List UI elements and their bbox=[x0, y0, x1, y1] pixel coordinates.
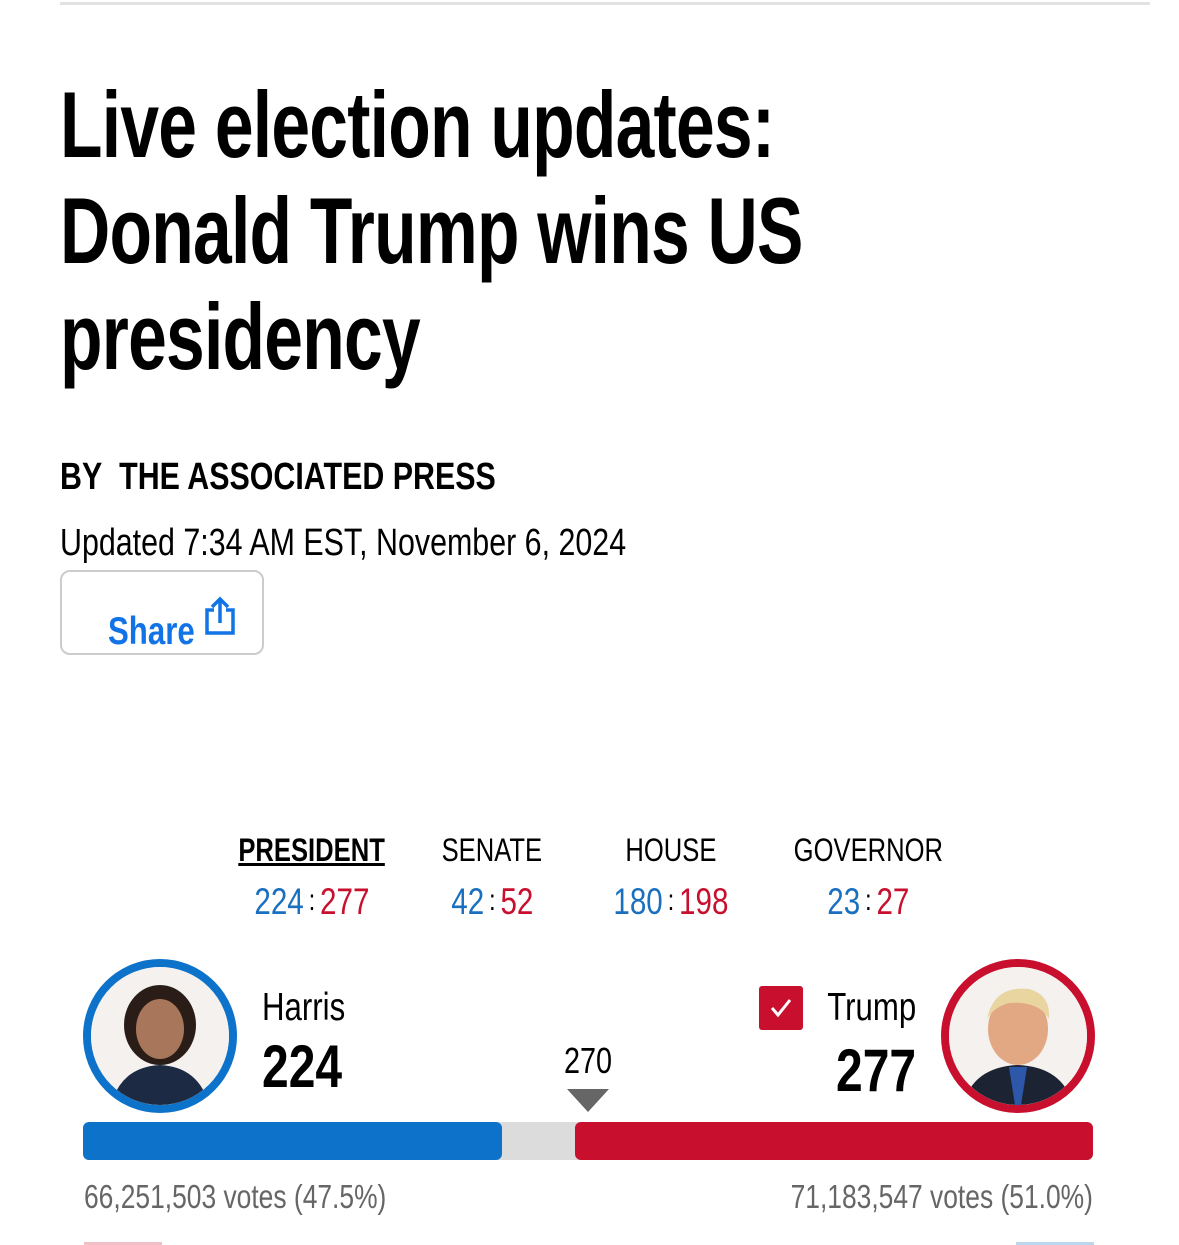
dem-score: 224 bbox=[254, 881, 304, 922]
candidate-photo bbox=[941, 959, 1095, 1113]
popular-votes: 66,251,503 votes (47.5%) bbox=[84, 1178, 462, 1216]
popular-votes-text: 71,183,547 votes (51.0%) bbox=[790, 1178, 1093, 1215]
race-score-inner: 23:27 bbox=[827, 881, 909, 923]
dem-score: 23 bbox=[826, 881, 860, 922]
dem-score: 180 bbox=[613, 881, 663, 922]
race-score-inner: 180:198 bbox=[613, 881, 728, 923]
winner-check bbox=[759, 986, 803, 1030]
colon: : bbox=[864, 884, 872, 917]
electoral-votes: 277 bbox=[816, 1036, 916, 1105]
popular-votes: 71,183,547 votes (51.0%) bbox=[715, 1178, 1093, 1216]
dem-score: 42 bbox=[450, 881, 484, 922]
electoral-votes-text: 224 bbox=[262, 1033, 343, 1100]
race-tab[interactable]: HOUSE 180:198 bbox=[571, 832, 771, 923]
candidate-name-text: Trump bbox=[827, 986, 916, 1029]
popular-votes-text: 66,251,503 votes (47.5%) bbox=[84, 1178, 387, 1215]
colon: : bbox=[667, 884, 675, 917]
race-score: 42:52 bbox=[392, 881, 592, 923]
divider bbox=[60, 2, 1150, 5]
race-tab[interactable]: GOVERNOR 23:27 bbox=[768, 832, 968, 923]
byline: BY THE ASSOCIATED PRESS bbox=[60, 456, 605, 499]
check-icon bbox=[770, 999, 792, 1018]
threshold-marker bbox=[567, 1089, 609, 1112]
candidate-photo bbox=[83, 959, 237, 1113]
headline-wrap: Live election updates: Donald Trump wins… bbox=[60, 72, 992, 390]
share-text: Share bbox=[108, 610, 195, 653]
race-tab[interactable]: PRESIDENT 224:277 bbox=[212, 832, 412, 923]
updated-text: Updated 7:34 AM EST, November 6, 2024 bbox=[60, 522, 627, 564]
race-label-text: PRESIDENT bbox=[238, 832, 386, 868]
race-label-text: SENATE bbox=[441, 832, 543, 868]
decor bbox=[1016, 1242, 1094, 1245]
candidate-name: Harris bbox=[262, 986, 366, 1030]
race-score: 23:27 bbox=[768, 881, 968, 923]
byline-prefix: BY bbox=[60, 456, 103, 498]
race-score: 224:277 bbox=[212, 881, 412, 923]
race-label-text: GOVERNOR bbox=[793, 832, 943, 868]
colon: : bbox=[308, 884, 316, 917]
candidate-name: Trump bbox=[805, 986, 916, 1030]
updated: Updated 7:34 AM EST, November 6, 2024 bbox=[60, 522, 768, 565]
headline: Live election updates: Donald Trump wins… bbox=[60, 72, 803, 389]
race-tab[interactable]: SENATE 42:52 bbox=[392, 832, 592, 923]
threshold-text: 270 bbox=[563, 1040, 613, 1081]
race-score: 180:198 bbox=[571, 881, 771, 923]
race-label: HOUSE bbox=[571, 832, 771, 869]
colon: : bbox=[488, 884, 496, 917]
rep-score: 27 bbox=[876, 881, 910, 922]
bar-dem bbox=[83, 1122, 502, 1160]
rep-score: 52 bbox=[500, 881, 534, 922]
byline-author: THE ASSOCIATED PRESS bbox=[119, 456, 496, 498]
race-label: GOVERNOR bbox=[768, 832, 968, 869]
share-button[interactable]: Share bbox=[60, 570, 264, 655]
photo-trump bbox=[949, 967, 1087, 1105]
electoral-votes: 224 bbox=[262, 1032, 362, 1101]
race-label: SENATE bbox=[392, 832, 592, 869]
electoral-votes-text: 277 bbox=[835, 1037, 916, 1104]
race-label: PRESIDENT bbox=[212, 832, 412, 869]
electoral-bar bbox=[83, 1122, 1093, 1160]
decor bbox=[84, 1242, 162, 1245]
race-score-inner: 224:277 bbox=[254, 881, 369, 923]
rep-score: 198 bbox=[679, 881, 729, 922]
share-icon bbox=[205, 596, 235, 635]
threshold-label: 270 bbox=[528, 1040, 648, 1082]
rep-score: 277 bbox=[320, 881, 370, 922]
race-score-inner: 42:52 bbox=[451, 881, 533, 923]
photo-harris bbox=[91, 967, 229, 1105]
race-label-text: HOUSE bbox=[625, 832, 717, 868]
candidate-name-text: Harris bbox=[262, 986, 346, 1029]
bar-rep bbox=[574, 1122, 1093, 1160]
